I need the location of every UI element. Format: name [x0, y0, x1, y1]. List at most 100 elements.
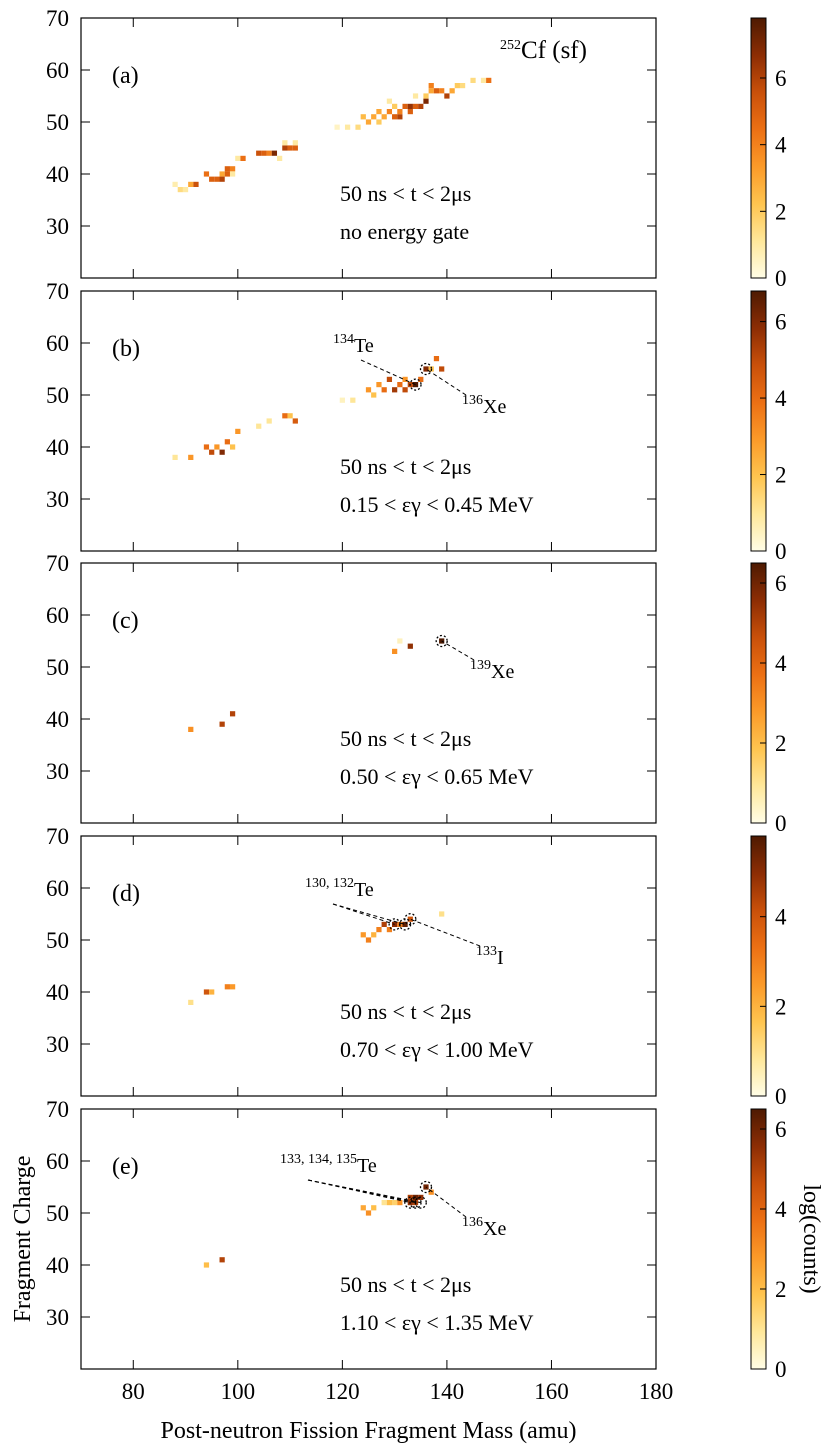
heatmap-cell	[433, 356, 440, 362]
heatmap-cell	[480, 77, 487, 83]
time-gate: 50 ns < t < 2μs	[340, 726, 471, 751]
heatmap-cell	[209, 176, 215, 182]
plot-frame	[80, 290, 657, 552]
heatmap-cell	[428, 83, 434, 89]
isotope-marker	[419, 1180, 433, 1194]
heatmap-cell	[224, 439, 230, 445]
heatmap-cell	[344, 124, 351, 130]
heatmap-cell	[365, 387, 372, 393]
heatmap-cell	[188, 999, 194, 1005]
superscript: 133, 134, 135	[280, 1152, 357, 1167]
plot-frame	[80, 1108, 657, 1370]
colorbar	[750, 562, 767, 824]
heatmap-cell	[209, 989, 215, 995]
isotope-marker	[404, 913, 417, 926]
y-tick-label: 50	[46, 383, 69, 408]
time-gate: 50 ns < t < 2μs	[340, 454, 471, 479]
heatmap-cell	[381, 387, 387, 393]
isotope-marker	[435, 634, 448, 648]
colorbar-tick-label: 2	[775, 1277, 787, 1302]
isotope-marker	[409, 378, 422, 391]
heatmap-cell	[449, 88, 455, 94]
heatmap-cell	[203, 989, 210, 995]
colorbar-tick-label: 4	[775, 905, 787, 930]
y-tick-label: 40	[46, 707, 69, 732]
colorbar-tick-label: 6	[775, 66, 787, 91]
plot-frame	[80, 17, 657, 279]
heatmap-cell	[339, 397, 345, 403]
heatmap-cell	[219, 171, 225, 177]
heatmap-cell	[224, 984, 230, 990]
leader-line	[307, 1179, 421, 1204]
y-tick-label: 60	[46, 58, 69, 83]
colorbar-tick-label: 2	[775, 731, 787, 756]
heatmap-cell	[418, 103, 424, 109]
y-tick-label: 30	[46, 214, 69, 239]
heatmap-cell	[188, 726, 194, 732]
heatmap-cell	[214, 444, 220, 450]
heatmap-cell	[334, 124, 340, 130]
isotope-label: 130, 132Te	[305, 876, 374, 901]
heatmap-cell	[397, 382, 403, 388]
isotope-label: 134Te	[333, 332, 374, 357]
x-tick-label: 100	[221, 1379, 256, 1404]
heatmap-cell	[381, 114, 387, 120]
y-tick-label: 70	[46, 551, 69, 576]
heatmap-cell	[209, 449, 215, 455]
y-tick-label: 60	[46, 331, 69, 356]
isotope-marker	[409, 1196, 422, 1209]
colorbar-tick-label: 4	[775, 386, 787, 411]
colorbar	[750, 17, 767, 279]
heatmap-cell	[240, 155, 246, 161]
label-text: Cf (sf)	[521, 37, 587, 64]
heatmap-cell	[386, 98, 393, 104]
heatmap-cell	[282, 145, 288, 151]
leader-line	[410, 918, 481, 947]
colorbar-tick-label: 0	[775, 266, 787, 291]
heatmap-cell	[235, 155, 241, 161]
isotope-label: 136Xe	[462, 1215, 506, 1240]
colorbar-tick-label: 0	[775, 539, 787, 564]
y-tick-label: 50	[46, 110, 69, 135]
colorbar-tick-label: 2	[775, 199, 787, 224]
isotope-label: 133I	[476, 944, 504, 969]
colorbar-tick-label: 4	[775, 651, 787, 676]
y-tick-label: 60	[46, 603, 69, 628]
heatmap-cell	[203, 444, 210, 450]
y-tick-label: 70	[46, 6, 69, 31]
isotope-marker	[414, 1196, 427, 1209]
heatmap-cell	[182, 187, 189, 193]
y-tick-label: 60	[46, 876, 69, 901]
label-text: Xe	[483, 1218, 506, 1240]
heatmap-cell	[381, 1200, 387, 1206]
heatmap-cell	[407, 643, 413, 649]
y-tick-label: 30	[46, 759, 69, 784]
colorbar-tick-label: 4	[775, 1197, 787, 1222]
heatmap-cell	[371, 392, 377, 398]
heatmap-cell	[177, 187, 183, 193]
time-gate: 50 ns < t < 2μs	[340, 181, 471, 206]
heatmap-cell	[371, 932, 377, 938]
heatmap-cell	[203, 1262, 210, 1268]
colorbar-tick-label: 6	[775, 571, 787, 596]
source-label: 252Cf (sf)	[500, 37, 587, 64]
heatmap-cell	[277, 155, 283, 161]
colorbar	[750, 290, 767, 552]
heatmap-cell	[407, 109, 413, 115]
heatmap-cell	[365, 119, 372, 125]
heatmap-cell	[407, 103, 413, 109]
leader-line	[307, 1179, 416, 1204]
heatmap-cell	[365, 937, 372, 943]
heatmap-cell	[266, 418, 272, 424]
y-tick-label: 30	[46, 487, 69, 512]
superscript: 134	[333, 332, 354, 347]
colorbar-label: log(counts)	[798, 1184, 824, 1293]
heatmap-cell	[376, 927, 382, 933]
heatmap-cell	[292, 418, 298, 424]
label-text: Te	[357, 1155, 377, 1177]
x-axis-label: Post-neutron Fission Fragment Mass (amu)	[161, 1418, 577, 1444]
heatmap-cell	[235, 428, 241, 434]
heatmap-cell	[376, 109, 382, 115]
y-tick-label: 50	[46, 928, 69, 953]
